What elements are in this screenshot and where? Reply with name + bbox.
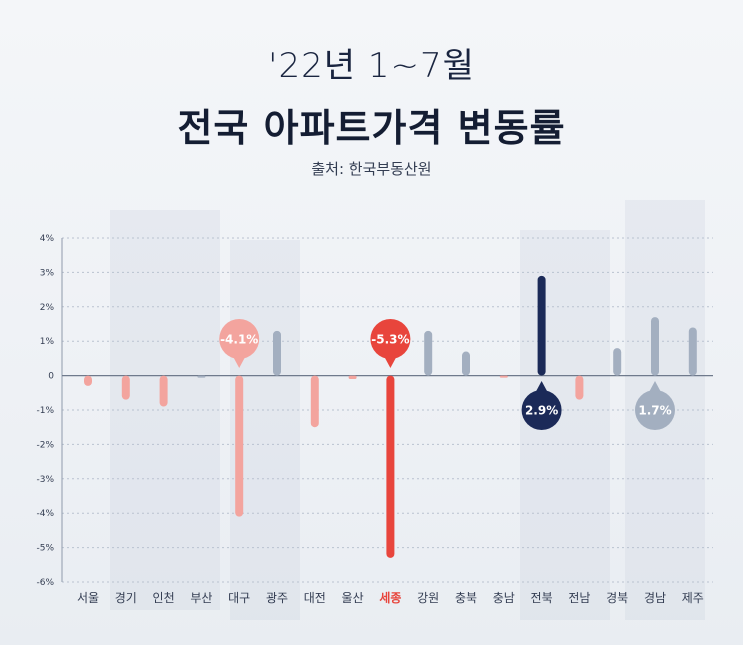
y-tick-label: -3%: [36, 475, 54, 485]
x-tick-label: 인천: [153, 590, 175, 605]
x-tick-label: 강원: [417, 591, 439, 605]
bar-부산: [197, 375, 206, 378]
x-tick-label: 충남: [493, 591, 515, 605]
x-tick-label: 세종: [379, 590, 401, 605]
bar-강원: [424, 330, 433, 376]
x-tick-label: 제주: [682, 591, 704, 605]
data-label: 1.7%: [638, 404, 671, 418]
x-tick-label: 경북: [606, 591, 628, 605]
y-tick-label: 2%: [40, 303, 55, 313]
annotation-bubble: [521, 390, 562, 430]
bar-서울: [84, 375, 92, 386]
bar-광주: [273, 330, 281, 376]
bar-대구: [235, 375, 244, 517]
bar-인천: [159, 375, 168, 407]
bar-세종: [386, 375, 395, 558]
y-tick-label: -2%: [36, 440, 54, 450]
data-label: -4.1%: [220, 333, 258, 347]
data-label: -5.3%: [371, 333, 409, 347]
x-tick-label: 충북: [455, 591, 477, 605]
bar-전북: [537, 275, 546, 376]
y-tick-label: 3%: [40, 268, 55, 278]
annotation-bubble: [635, 390, 675, 430]
bar-경북: [613, 348, 622, 376]
x-tick-label: 전남: [568, 591, 590, 605]
x-tick-label: 광주: [266, 591, 288, 605]
bar-경기: [121, 375, 130, 400]
bar-충남: [499, 375, 508, 378]
y-tick-label: -1%: [36, 406, 54, 416]
chart-subtitle: '22년 1~7월: [268, 46, 475, 86]
bar-전남: [575, 375, 584, 400]
x-tick-label: 경남: [644, 591, 666, 605]
chart-title: 전국 아파트가격 변동률: [177, 106, 566, 150]
bar-대전: [310, 375, 319, 428]
bar-울산: [348, 375, 357, 380]
y-tick-label: -5%: [36, 544, 54, 554]
y-tick-label: -4%: [36, 509, 54, 519]
annotation-bubble: [219, 319, 260, 359]
chart-source: 출처: 한국부동산원: [311, 160, 432, 178]
bar-충북: [462, 351, 470, 376]
x-tick-label: 전북: [531, 591, 553, 605]
y-tick-label: 4%: [40, 234, 55, 244]
y-tick-label: -6%: [36, 578, 54, 588]
y-tick-label: 1%: [40, 337, 55, 347]
x-tick-label: 부산: [190, 591, 212, 605]
x-tick-label: 서울: [77, 591, 99, 605]
data-label: 2.9%: [525, 404, 558, 418]
x-tick-label: 경기: [115, 591, 137, 605]
bar-경남: [651, 317, 659, 376]
x-tick-label: 대전: [304, 591, 326, 605]
y-tick-label: 0: [48, 372, 54, 382]
annotation-bubble: [370, 319, 411, 359]
bar-제주: [688, 327, 697, 376]
x-tick-label: 울산: [342, 591, 364, 605]
x-tick-label: 대구: [228, 591, 250, 605]
